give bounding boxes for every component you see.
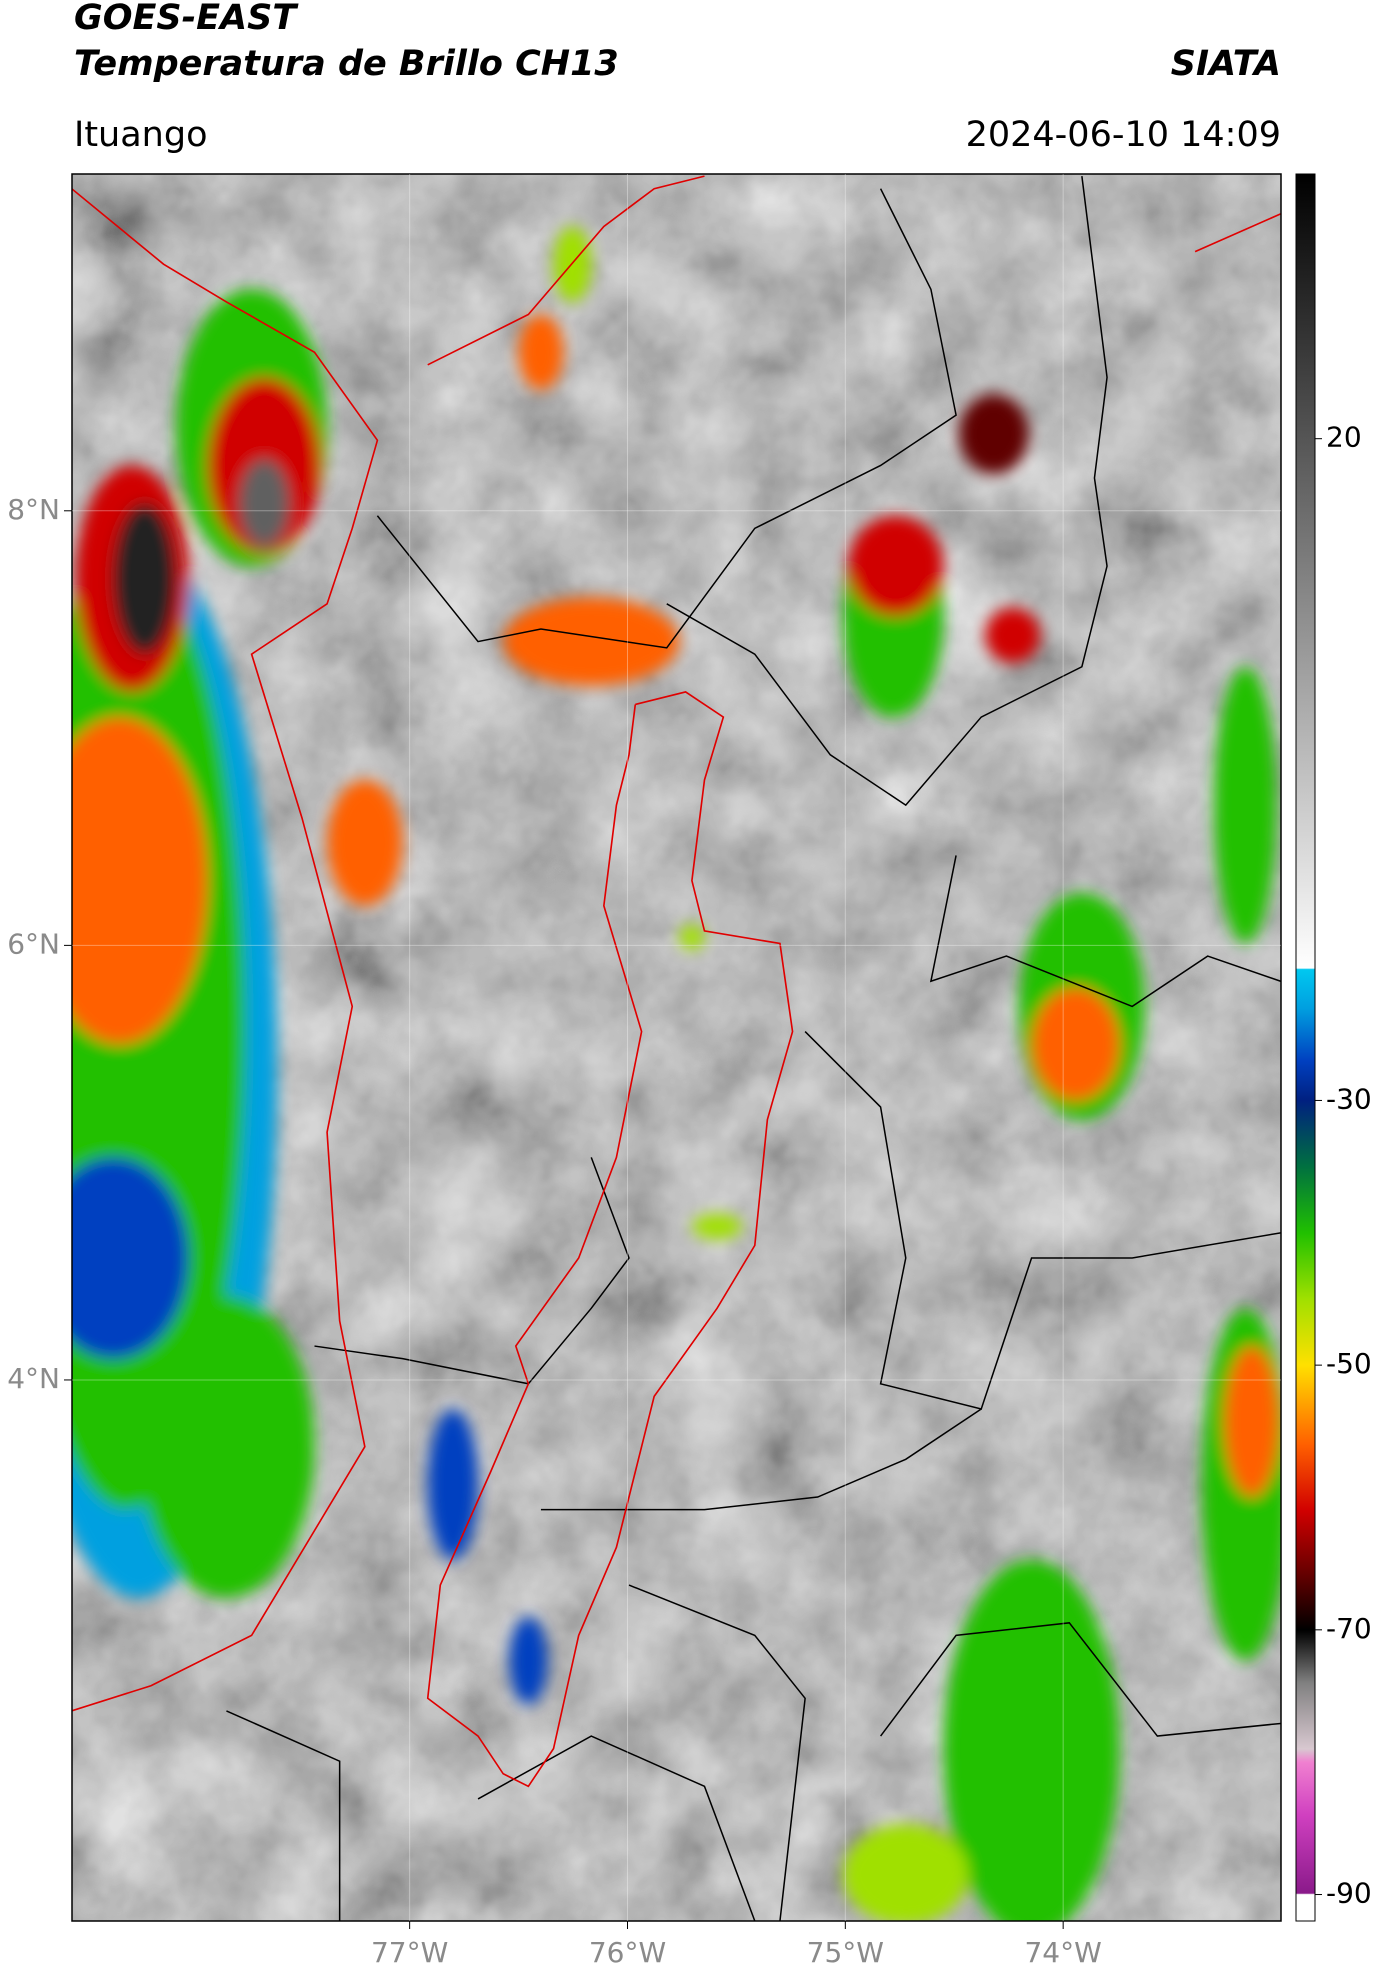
location: Ituango [74,115,208,155]
x-tick-label: 75°W [807,1936,884,1969]
map-frame [71,173,1282,1922]
x-tick-label: 74°W [1024,1936,1101,1969]
brand: SIATA [1171,44,1281,84]
datetime: 2024-06-10 14:09 [966,115,1281,155]
colorbar-label: -30 [1326,1082,1372,1115]
satellite-image [72,174,1281,1921]
x-tick-label: 77°W [371,1936,448,1969]
y-tick-label: 6°N [7,927,60,960]
colorbar-label: -50 [1326,1347,1372,1380]
colorbar [1295,173,1316,1922]
colorbar-label: 20 [1326,421,1362,454]
colorbar-label: -70 [1326,1612,1372,1645]
x-tick-label: 76°W [589,1936,666,1969]
y-tick-label: 8°N [7,493,60,526]
subtitle: Temperatura de Brillo CH13 [74,44,619,84]
y-tick-label: 4°N [7,1362,60,1395]
title: GOES-EAST [74,0,299,38]
colorbar-label: -90 [1326,1877,1372,1910]
